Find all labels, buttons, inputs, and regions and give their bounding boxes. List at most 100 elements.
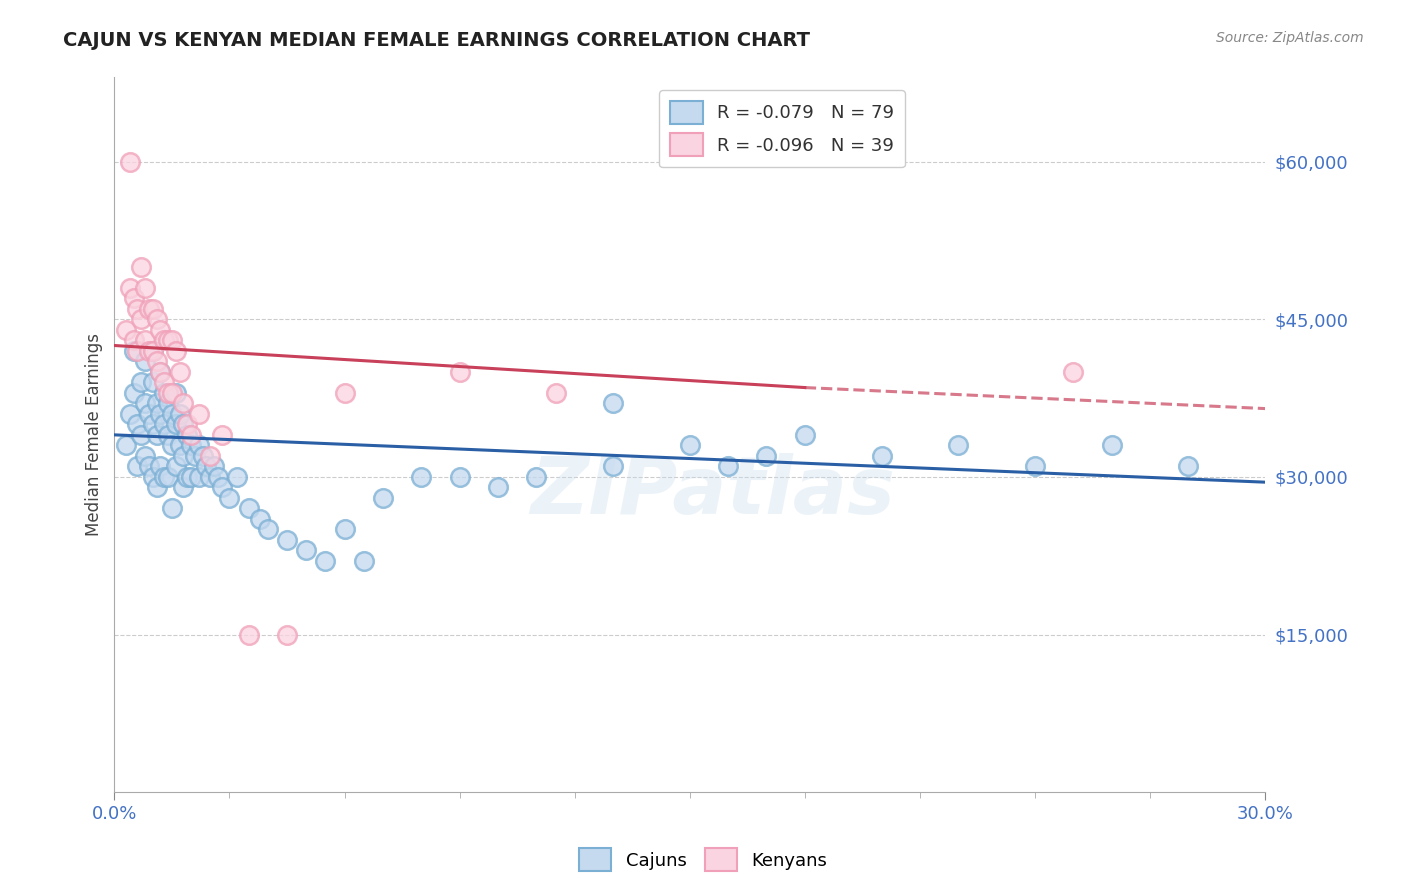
Point xyxy=(142,470,165,484)
Point xyxy=(157,396,180,410)
Point xyxy=(157,385,180,400)
Point xyxy=(200,470,222,484)
Point xyxy=(184,449,207,463)
Point xyxy=(333,385,356,400)
Point xyxy=(122,343,145,358)
Point xyxy=(180,470,202,484)
Point xyxy=(176,470,198,484)
Point xyxy=(138,459,160,474)
Point xyxy=(153,333,176,347)
Point xyxy=(142,417,165,432)
Point xyxy=(145,396,167,410)
Point xyxy=(411,470,433,484)
Point xyxy=(142,343,165,358)
Point xyxy=(717,459,740,474)
Point xyxy=(153,417,176,432)
Point xyxy=(256,523,278,537)
Text: CAJUN VS KENYAN MEDIAN FEMALE EARNINGS CORRELATION CHART: CAJUN VS KENYAN MEDIAN FEMALE EARNINGS C… xyxy=(63,31,810,50)
Point xyxy=(115,323,138,337)
Point xyxy=(172,449,194,463)
Point xyxy=(276,627,298,641)
Point xyxy=(211,428,233,442)
Point xyxy=(333,523,356,537)
Y-axis label: Median Female Earnings: Median Female Earnings xyxy=(86,334,103,536)
Point xyxy=(118,154,141,169)
Legend: R = -0.079   N = 79, R = -0.096   N = 39: R = -0.079 N = 79, R = -0.096 N = 39 xyxy=(659,90,905,167)
Point xyxy=(145,354,167,368)
Point xyxy=(129,428,152,442)
Point xyxy=(138,301,160,316)
Point xyxy=(157,333,180,347)
Point xyxy=(191,449,214,463)
Point xyxy=(1024,459,1046,474)
Point xyxy=(793,428,815,442)
Point xyxy=(160,501,183,516)
Point xyxy=(486,480,509,494)
Point xyxy=(165,417,187,432)
Point xyxy=(187,470,209,484)
Point xyxy=(142,301,165,316)
Point xyxy=(200,449,222,463)
Point xyxy=(149,323,172,337)
Point xyxy=(276,533,298,547)
Point xyxy=(118,281,141,295)
Point xyxy=(187,407,209,421)
Point xyxy=(145,480,167,494)
Point xyxy=(153,470,176,484)
Point xyxy=(169,365,191,379)
Point xyxy=(187,438,209,452)
Point xyxy=(127,459,149,474)
Point xyxy=(238,501,260,516)
Text: Source: ZipAtlas.com: Source: ZipAtlas.com xyxy=(1216,31,1364,45)
Point xyxy=(169,438,191,452)
Point xyxy=(160,407,183,421)
Point xyxy=(218,491,240,505)
Point xyxy=(149,365,172,379)
Point xyxy=(134,354,156,368)
Point xyxy=(176,417,198,432)
Point xyxy=(602,396,624,410)
Point xyxy=(169,407,191,421)
Point xyxy=(157,470,180,484)
Point xyxy=(142,376,165,390)
Point xyxy=(371,491,394,505)
Point xyxy=(134,333,156,347)
Point xyxy=(157,428,180,442)
Point xyxy=(449,365,471,379)
Text: ZIPatlas: ZIPatlas xyxy=(530,453,896,531)
Point xyxy=(118,407,141,421)
Point xyxy=(149,459,172,474)
Point xyxy=(295,543,318,558)
Point xyxy=(165,343,187,358)
Point xyxy=(544,385,567,400)
Point xyxy=(679,438,702,452)
Point xyxy=(129,312,152,326)
Point xyxy=(142,343,165,358)
Point xyxy=(165,385,187,400)
Point xyxy=(149,365,172,379)
Point xyxy=(127,343,149,358)
Point xyxy=(134,281,156,295)
Point xyxy=(115,438,138,452)
Point xyxy=(948,438,970,452)
Point xyxy=(449,470,471,484)
Point xyxy=(176,428,198,442)
Point xyxy=(127,301,149,316)
Point xyxy=(153,385,176,400)
Point xyxy=(249,512,271,526)
Point xyxy=(314,554,336,568)
Point xyxy=(180,438,202,452)
Point xyxy=(145,312,167,326)
Point xyxy=(134,449,156,463)
Point xyxy=(134,396,156,410)
Point xyxy=(153,376,176,390)
Point xyxy=(1101,438,1123,452)
Point xyxy=(122,291,145,305)
Point xyxy=(211,480,233,494)
Point xyxy=(172,396,194,410)
Point xyxy=(353,554,375,568)
Point xyxy=(122,333,145,347)
Point xyxy=(149,407,172,421)
Point xyxy=(129,260,152,274)
Point xyxy=(1177,459,1199,474)
